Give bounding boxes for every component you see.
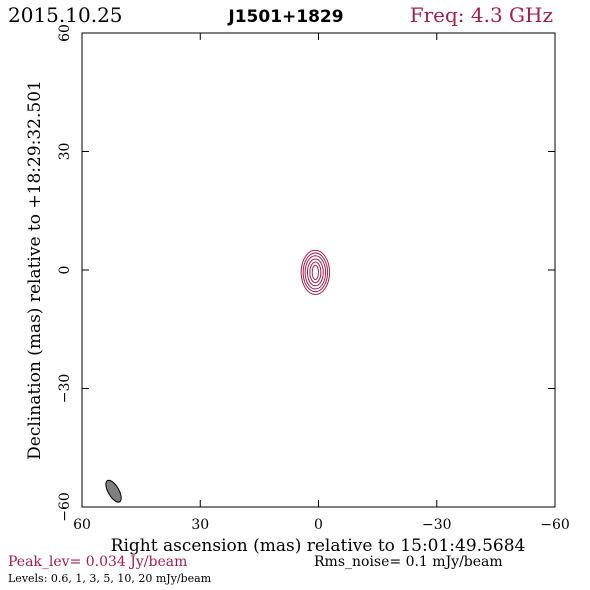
contour-level-1 [300, 249, 331, 295]
beam-ellipse [105, 479, 122, 503]
y-axis-label: Declination (mas) relative to +18:29:32.… [25, 80, 45, 460]
contour-level-3 [304, 255, 327, 290]
peak-level-text: Peak_lev= 0.034 Jy/beam [8, 554, 187, 570]
beam-ellipse-group [105, 479, 122, 503]
contour-levels-text: Levels: 0.6, 1, 3, 5, 10, 20 mJy/beam [8, 572, 212, 585]
y-tick-label: 0 [57, 266, 73, 275]
x-tick-label: 0 [314, 517, 323, 533]
x-tick-label: −30 [422, 517, 452, 533]
rms-noise-text: Rms_noise= 0.1 mJy/beam [314, 554, 503, 570]
contour-level-4 [306, 258, 324, 287]
axis-ticks [81, 32, 556, 508]
x-tick-label: −60 [540, 517, 570, 533]
x-tick-label: 30 [191, 517, 209, 533]
axis-tick-labels: 60 30 0 −30 −60 −60 −30 0 30 60 [57, 24, 570, 533]
x-tick-label: 60 [73, 517, 91, 533]
y-tick-label: 60 [57, 24, 73, 42]
x-axis-label: Right ascension (mas) relative to 15:01:… [111, 536, 526, 556]
y-tick-label: −60 [57, 492, 73, 522]
y-tick-label: −30 [57, 374, 73, 404]
contour-level-6 [311, 264, 319, 280]
observation-date: 2015.10.25 [8, 3, 123, 27]
y-tick-label: 30 [57, 143, 73, 161]
frequency-label: Freq: 4.3 GHz [410, 3, 553, 27]
contour-level-5 [309, 261, 322, 284]
source-name: J1501+1829 [227, 7, 343, 27]
contour-lines [300, 249, 331, 295]
contour-level-2 [302, 252, 329, 293]
